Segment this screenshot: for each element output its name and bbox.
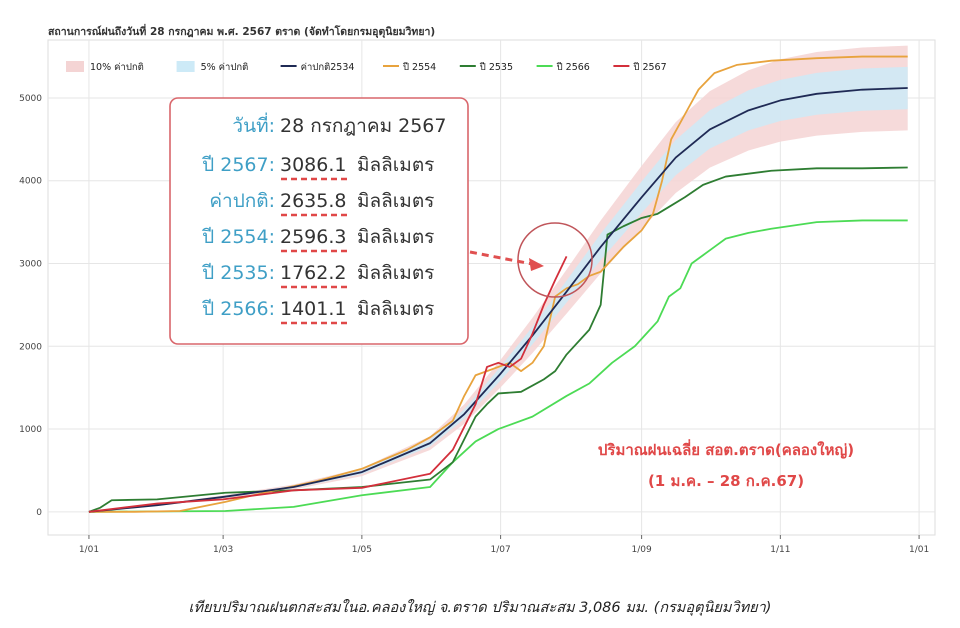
annotation-row-value: 2635.8: [280, 190, 346, 212]
legend: 10% ค่าปกติ 5% ค่าปกติ ค่าปกติ2534 ปี 2554 ป…: [66, 61, 667, 73]
legend-entry: ปี 2554: [402, 61, 436, 73]
x-tick-label: 1/09: [631, 545, 651, 555]
annotation-row-unit: มิลลิเมตร: [357, 190, 434, 212]
x-tick-label: 1/03: [213, 545, 233, 555]
annotation-row-value: 1762.2: [280, 262, 346, 284]
x-tick-label: 1/07: [490, 545, 510, 555]
normal-bands: [88, 45, 908, 512]
period-label: (1 ม.ค. – 28 ก.ค.67): [648, 472, 804, 490]
rainfall-chart: สถานการณ์ฝนถึงวันที่ 28 กรกฎาคม พ.ศ. 256…: [19, 23, 936, 555]
legend-swatch: [66, 61, 84, 72]
x-tick-label: 1/01: [79, 545, 99, 555]
annotation-row-unit: มิลลิเมตร: [357, 262, 434, 284]
date-value: 28 กรกฎาคม 2567: [280, 115, 446, 137]
series-line: [88, 87, 908, 513]
annotation-row-value: 1401.1: [280, 298, 346, 320]
legend-entry: ปี 2566: [556, 61, 590, 73]
annotation-row-unit: มิลลิเมตร: [357, 298, 434, 320]
y-tick-label: 2000: [19, 342, 42, 352]
x-tick-label: 1/01: [909, 545, 929, 555]
date-label: วันที่:: [232, 112, 275, 137]
annotation-row-label: ปี 2554:: [201, 226, 275, 248]
annotation-row-value: 2596.3: [280, 226, 346, 248]
pointer-arrow: [469, 250, 544, 271]
y-tick-label: 0: [36, 508, 42, 518]
annotation-row-value: 3086.1: [280, 154, 346, 176]
legend-swatch: [176, 61, 195, 72]
y-tick-label: 5000: [19, 94, 42, 104]
axis-ticks: 0 1000 2000 3000 4000 5000 1/01 1/03 1/05 1/07 1/0…: [19, 94, 929, 555]
annotation-row-label: ค่าปกติ:: [209, 190, 275, 212]
y-tick-label: 1000: [19, 425, 42, 435]
annotation-box: วันที่: 28 กรกฎาคม 2567 ปี 2567: 3086.1 มิ…: [169, 97, 469, 345]
band-10pct: [88, 45, 908, 512]
figure-caption: เทียบปริมาณฝนตกสะสมในอ.คลองใหญ่ จ.ตราด ป…: [188, 600, 772, 616]
annotation-row-label: ปี 2567:: [201, 154, 275, 176]
annotation-row-label: ปี 2535:: [201, 262, 275, 284]
legend-entry: ปี 2567: [633, 61, 667, 73]
x-tick-label: 1/05: [352, 545, 372, 555]
band-5pct: [88, 66, 908, 512]
legend-entry: ค่าปกติ2534: [301, 62, 355, 73]
series-line: [88, 55, 908, 513]
legend-entry: 10% ค่าปกติ: [90, 62, 144, 73]
chart-title: สถานการณ์ฝนถึงวันที่ 28 กรกฎาคม พ.ศ. 256…: [48, 23, 435, 39]
legend-entry: 5% ค่าปกติ: [201, 62, 249, 73]
series-line: [88, 166, 908, 513]
legend-entry: ปี 2535: [479, 61, 513, 73]
annotation-row-unit: มิลลิเมตร: [357, 154, 434, 176]
series-line: [88, 219, 908, 513]
annotation-row-label: ปี 2566:: [201, 298, 275, 320]
station-label: ปริมาณฝนเฉลี่ย สอต.ตราด(คลองใหญ่): [598, 439, 854, 459]
y-tick-label: 4000: [19, 177, 42, 187]
x-tick-label: 1/11: [770, 545, 790, 555]
y-tick-label: 3000: [19, 259, 42, 269]
series-lines: [88, 55, 908, 513]
annotation-row-unit: มิลลิเมตร: [357, 226, 434, 248]
series-line: [88, 255, 568, 513]
